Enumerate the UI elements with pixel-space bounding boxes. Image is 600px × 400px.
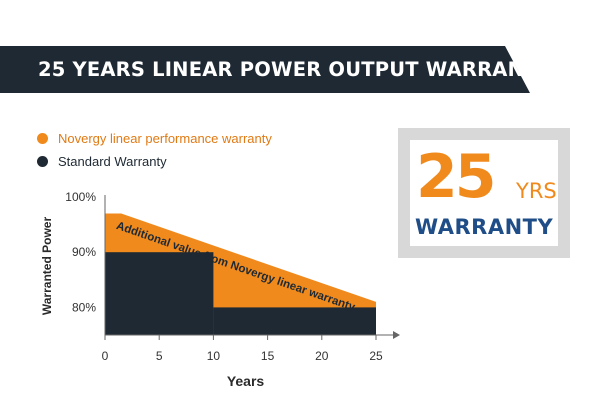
y-tick-label-100: 100% xyxy=(65,190,96,204)
legend-item-standard: Standard Warranty xyxy=(37,151,272,171)
x-axis-arrow xyxy=(393,331,400,339)
legend-item-novergy: Novergy linear performance warranty xyxy=(37,128,272,148)
page-title: 25 YEARS LINEAR POWER OUTPUT WARRANTY xyxy=(38,58,552,81)
badge-warranty-word: WARRANTY xyxy=(415,215,554,239)
y-tick-label-90: 90% xyxy=(72,245,96,259)
title-banner xyxy=(0,46,530,93)
standard-warranty-bar-2 xyxy=(213,307,376,335)
legend-swatch-standard xyxy=(37,155,48,167)
x-tick-label-20: 20 xyxy=(315,349,329,363)
warranty-badge: 25 YRS WARRANTY xyxy=(398,128,570,258)
x-tick-label-5: 5 xyxy=(156,349,163,363)
legend-swatch-novergy xyxy=(37,132,48,144)
legend-label-novergy: Novergy linear performance warranty xyxy=(58,130,272,146)
warranty-badge-inner: 25 YRS WARRANTY xyxy=(410,140,558,246)
banner-shape xyxy=(0,46,530,93)
warranty-chart: 0 5 10 15 20 25 100% 90% 80% Years Warranted Power… xyxy=(40,190,400,389)
x-axis-title: Years xyxy=(227,373,265,389)
x-tick-label-0: 0 xyxy=(102,349,109,363)
legend-label-standard: Standard Warranty xyxy=(58,153,167,169)
standard-warranty-bar-1 xyxy=(105,252,214,335)
y-axis-title: Warranted Power xyxy=(40,217,54,316)
legend: Novergy linear performance warranty Stan… xyxy=(37,128,272,174)
badge-years-unit: YRS xyxy=(516,179,557,203)
badge-years-number: 25 xyxy=(416,142,496,212)
x-tick-label-25: 25 xyxy=(369,349,383,363)
y-tick-label-80: 80% xyxy=(72,300,96,314)
x-tick-label-15: 15 xyxy=(261,349,275,363)
x-tick-label-10: 10 xyxy=(207,349,221,363)
